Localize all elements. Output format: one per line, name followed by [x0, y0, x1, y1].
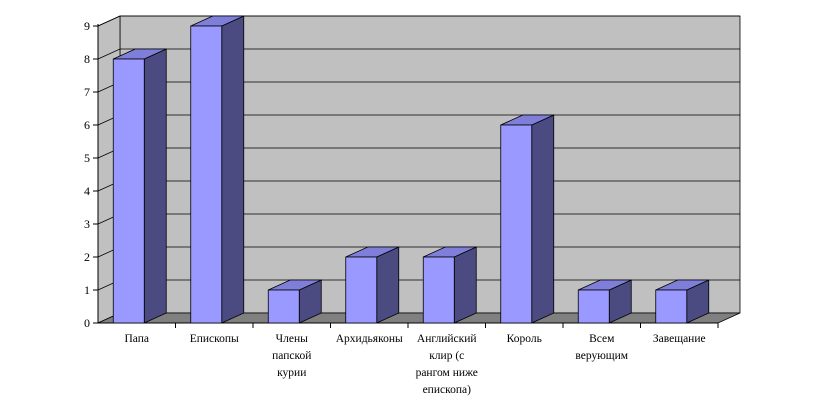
bar-front — [422, 256, 455, 324]
y-tick-label: 7 — [84, 85, 90, 99]
x-tick-label-line: папской — [272, 350, 311, 362]
x-tick-label: Папа — [124, 333, 149, 345]
x-tick-label-line: епископа) — [423, 384, 472, 396]
x-tick-label-line: курии — [277, 367, 306, 379]
bar-front — [577, 289, 610, 324]
x-tick-label-line: Английский — [417, 333, 477, 345]
bar — [422, 246, 477, 324]
y-tick-label: 4 — [84, 184, 90, 198]
x-tick-label: Всем верующим — [575, 333, 628, 362]
x-tick-label: Епископы — [190, 333, 239, 345]
x-tick-label-line: Завещание — [653, 333, 706, 345]
bar — [267, 279, 322, 324]
bar — [500, 114, 555, 324]
x-tick-label: Архидьяконы — [336, 333, 403, 345]
x-tick-label-line: Король — [507, 333, 542, 345]
x-tick-label-line: клир (с — [429, 350, 464, 362]
x-tick-label: Король — [507, 333, 542, 345]
y-tick-label: 2 — [84, 250, 90, 264]
x-tick-label-line: Епископы — [190, 333, 239, 345]
gridline — [97, 48, 740, 60]
x-tick-label-line: рангом ниже — [416, 367, 478, 379]
bar-side — [531, 114, 555, 324]
bar-side — [143, 48, 167, 324]
bars — [112, 15, 710, 324]
y-tick-label: 8 — [84, 52, 90, 66]
y-tick-label: 0 — [84, 316, 90, 330]
x-tick-label: Члены папской курии — [272, 333, 311, 379]
bar-front — [655, 289, 688, 324]
y-tick-label: 3 — [84, 217, 90, 231]
x-tick-label-line: Всем — [589, 333, 615, 345]
bar-front — [112, 58, 145, 324]
x-tick-label: Завещание — [653, 333, 706, 345]
x-tick-label-line: верующим — [575, 350, 628, 362]
bar-front — [190, 25, 223, 324]
bar — [112, 48, 167, 324]
y-tick-label: 5 — [84, 151, 90, 165]
y-tick-label: 6 — [84, 118, 90, 132]
y-tick-label: 9 — [84, 19, 90, 33]
bar-front — [345, 256, 378, 324]
x-tick-label-line: Архидьяконы — [336, 333, 403, 345]
bar — [345, 246, 400, 324]
bar — [655, 279, 710, 324]
bar-front — [500, 124, 533, 324]
bar-front — [267, 289, 300, 324]
bar — [577, 279, 632, 324]
x-tick-label-line: Папа — [124, 333, 149, 345]
bar-side — [453, 246, 477, 324]
gridline — [97, 15, 740, 27]
y-tick-label: 1 — [84, 283, 90, 297]
tick-labels: 0 1 2 3 4 5 6 7 8 9 Папа Епископы Члены папской курии А… — [84, 19, 706, 396]
bar-side — [221, 15, 245, 324]
bar-side — [376, 246, 400, 324]
bar — [190, 15, 245, 324]
x-tick-label: Английский клир (с рангом ниже епископа) — [416, 333, 478, 396]
x-tick-label-line: Члены — [276, 333, 308, 345]
